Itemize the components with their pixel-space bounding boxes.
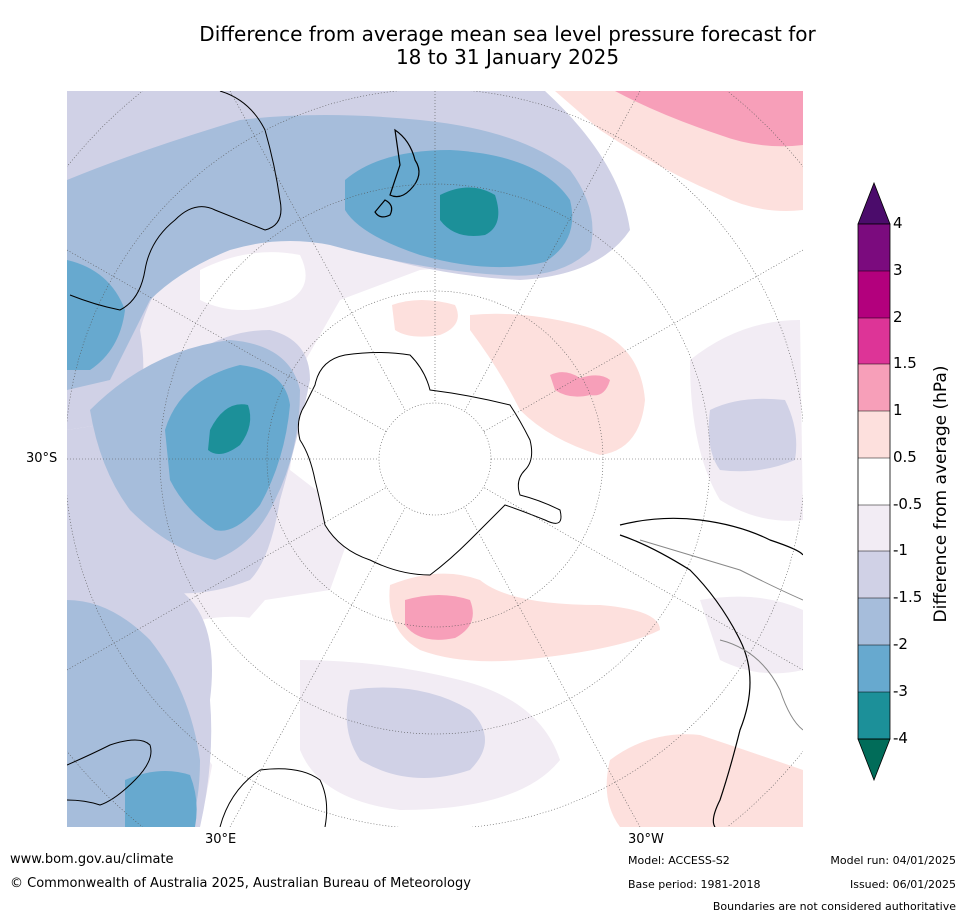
chart-title-line1: Difference from average mean sea level p…: [199, 22, 816, 46]
anomaly-p1-ne: [615, 91, 803, 147]
colorbar-swatch-m3-m2: [858, 645, 890, 692]
colorbar: [857, 181, 891, 782]
model-text: Model: ACCESS-S2: [628, 854, 730, 867]
colorbar-tick-m1.5: -1.5: [893, 588, 923, 606]
meridian-30e: [229, 507, 406, 827]
model-run-text: Model run: 04/01/2025: [830, 854, 956, 867]
map-area: [67, 91, 803, 827]
neutral-zone-west: [200, 252, 306, 310]
colorbar-swatch-neutral: [858, 458, 890, 505]
disclaimer-text: Boundaries are not considered authoritat…: [712, 900, 956, 913]
colorbar-title: Difference from average (hPa): [931, 365, 951, 623]
colorbar-tick-3: 3: [893, 261, 903, 279]
colorbar-swatch-m4-m3: [858, 692, 890, 739]
anomaly-p0.5-se: [606, 734, 803, 827]
label-30s: 30°S: [26, 451, 58, 466]
base-period-text: Base period: 1981-2018: [628, 878, 761, 891]
africa-tip: [219, 768, 328, 827]
meridian-150w: [464, 91, 641, 411]
colorbar-swatch-1-1.5: [858, 364, 890, 411]
meridian-150e: [229, 91, 406, 411]
label-30e: 30°E: [205, 832, 237, 847]
anomaly-m4-west: [208, 404, 251, 454]
anomaly-m2-sw: [67, 600, 200, 827]
new-zealand: [389, 128, 420, 198]
label-30w: 30°W: [628, 832, 664, 847]
colorbar-extend-bottom: [857, 738, 891, 782]
anomaly-m3-sw: [125, 771, 197, 827]
anomaly-m1.5-south: [346, 687, 485, 778]
meridian-120e: [67, 249, 388, 433]
colorbar-tick-2: 2: [893, 308, 903, 326]
colorbar-tick-m3: -3: [893, 682, 908, 700]
colorbar-tick-m2: -2: [893, 635, 908, 653]
colorbar-frame: [857, 223, 891, 740]
chart-title-line2: 18 to 31 January 2025: [395, 45, 620, 69]
colorbar-tick-m1: -1: [893, 541, 908, 559]
issued-text: Issued: 06/01/2025: [849, 878, 956, 891]
colorbar-tick-1.5: 1.5: [893, 354, 917, 372]
colorbar-swatch-0.5-1: [858, 411, 890, 458]
colorbar-tick-m4: -4: [893, 729, 908, 747]
colorbar-swatch-2-3: [858, 271, 890, 318]
colorbar-tick-0.5: 0.5: [893, 448, 917, 466]
colorbar-extend-top: [857, 181, 891, 225]
anomaly-p1-pacific: [550, 372, 610, 397]
anomaly-m4-nz: [440, 187, 499, 236]
anomaly-p1-atlantic: [405, 595, 473, 640]
new-zealand-south: [374, 199, 393, 218]
south-america: [619, 517, 803, 827]
africa: [67, 739, 152, 806]
meridian-120w: [482, 249, 803, 433]
colorbar-swatch-3-4: [858, 224, 890, 271]
colorbar-swatch-m1.5-m1: [858, 551, 890, 598]
colorbar-tick-1: 1: [893, 401, 903, 419]
anomaly-m3-nw: [67, 260, 125, 370]
colorbar-swatch-1.5-2: [858, 318, 890, 364]
anomaly-m1.5-east: [708, 398, 797, 472]
colorbar-tick-4: 4: [893, 214, 903, 232]
south-america-border: [639, 539, 803, 731]
anomaly-p0.5-small: [392, 300, 458, 337]
colorbar-swatch-m2-m1.5: [858, 598, 890, 645]
copyright-text: © Commonwealth of Australia 2025, Austra…: [10, 876, 471, 891]
meridian-30w: [464, 507, 641, 827]
australia: [69, 91, 282, 311]
colorbar-tick-m0.5: -0.5: [893, 495, 923, 513]
antarctica: [297, 352, 562, 576]
colorbar-swatch-m1-m0.5: [858, 505, 890, 551]
website-link[interactable]: www.bom.gov.au/climate: [10, 852, 174, 867]
anomaly-p0.5-atlantic: [389, 573, 660, 662]
